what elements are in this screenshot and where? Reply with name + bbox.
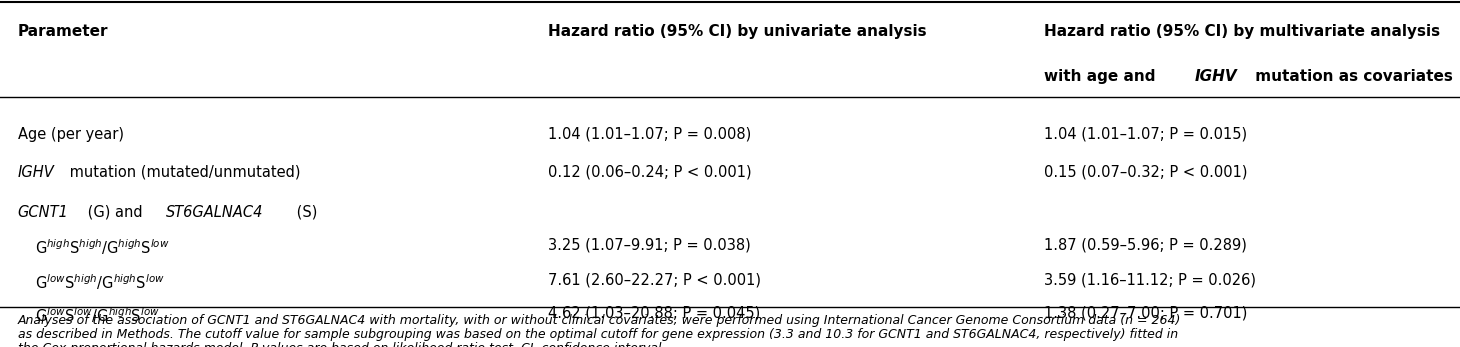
Text: 4.62 (1.03–20.88; P = 0.045): 4.62 (1.03–20.88; P = 0.045): [548, 305, 759, 320]
Text: (G) and: (G) and: [83, 205, 147, 220]
Text: Hazard ratio (95% CI) by univariate analysis: Hazard ratio (95% CI) by univariate anal…: [548, 24, 926, 39]
Text: 7.61 (2.60–22.27; P < 0.001): 7.61 (2.60–22.27; P < 0.001): [548, 272, 761, 287]
Text: GCNT1: GCNT1: [18, 205, 69, 220]
Text: G$^{high}$S$^{high}$/G$^{high}$S$^{low}$: G$^{high}$S$^{high}$/G$^{high}$S$^{low}$: [35, 238, 169, 257]
Text: 1.38 (0.27–7.00; P = 0.701): 1.38 (0.27–7.00; P = 0.701): [1044, 305, 1247, 320]
Text: 3.25 (1.07–9.91; P = 0.038): 3.25 (1.07–9.91; P = 0.038): [548, 238, 750, 253]
Text: the Cox proportional hazards model. P values are based on likelihood ratio test.: the Cox proportional hazards model. P va…: [18, 342, 664, 347]
Text: ST6GALNAC4: ST6GALNAC4: [166, 205, 263, 220]
Text: Parameter: Parameter: [18, 24, 108, 39]
Text: Analyses of the association of GCNT1 and ST6GALNAC4 with mortality, with or with: Analyses of the association of GCNT1 and…: [18, 314, 1181, 327]
Text: G$^{low}$S$^{low}$/G$^{high}$S$^{low}$: G$^{low}$S$^{low}$/G$^{high}$S$^{low}$: [35, 305, 161, 325]
Text: IGHV: IGHV: [1194, 69, 1237, 84]
Text: Age (per year): Age (per year): [18, 127, 124, 142]
Text: mutation as covariates: mutation as covariates: [1250, 69, 1453, 84]
Text: 1.04 (1.01–1.07; P = 0.015): 1.04 (1.01–1.07; P = 0.015): [1044, 127, 1247, 142]
Text: G$^{low}$S$^{high}$/G$^{high}$S$^{low}$: G$^{low}$S$^{high}$/G$^{high}$S$^{low}$: [35, 272, 165, 292]
Text: 1.87 (0.59–5.96; P = 0.289): 1.87 (0.59–5.96; P = 0.289): [1044, 238, 1247, 253]
Text: 3.59 (1.16–11.12; P = 0.026): 3.59 (1.16–11.12; P = 0.026): [1044, 272, 1256, 287]
Text: Hazard ratio (95% CI) by multivariate analysis: Hazard ratio (95% CI) by multivariate an…: [1044, 24, 1440, 39]
Text: 0.15 (0.07–0.32; P < 0.001): 0.15 (0.07–0.32; P < 0.001): [1044, 165, 1247, 180]
Text: 0.12 (0.06–0.24; P < 0.001): 0.12 (0.06–0.24; P < 0.001): [548, 165, 750, 180]
Text: with age and: with age and: [1044, 69, 1161, 84]
Text: as described in Methods. The cutoff value for sample subgrouping was based on th: as described in Methods. The cutoff valu…: [18, 328, 1178, 341]
Text: (S): (S): [292, 205, 317, 220]
Text: 1.04 (1.01–1.07; P = 0.008): 1.04 (1.01–1.07; P = 0.008): [548, 127, 750, 142]
Text: IGHV: IGHV: [18, 165, 54, 180]
Text: mutation (mutated/unmutated): mutation (mutated/unmutated): [64, 165, 301, 180]
